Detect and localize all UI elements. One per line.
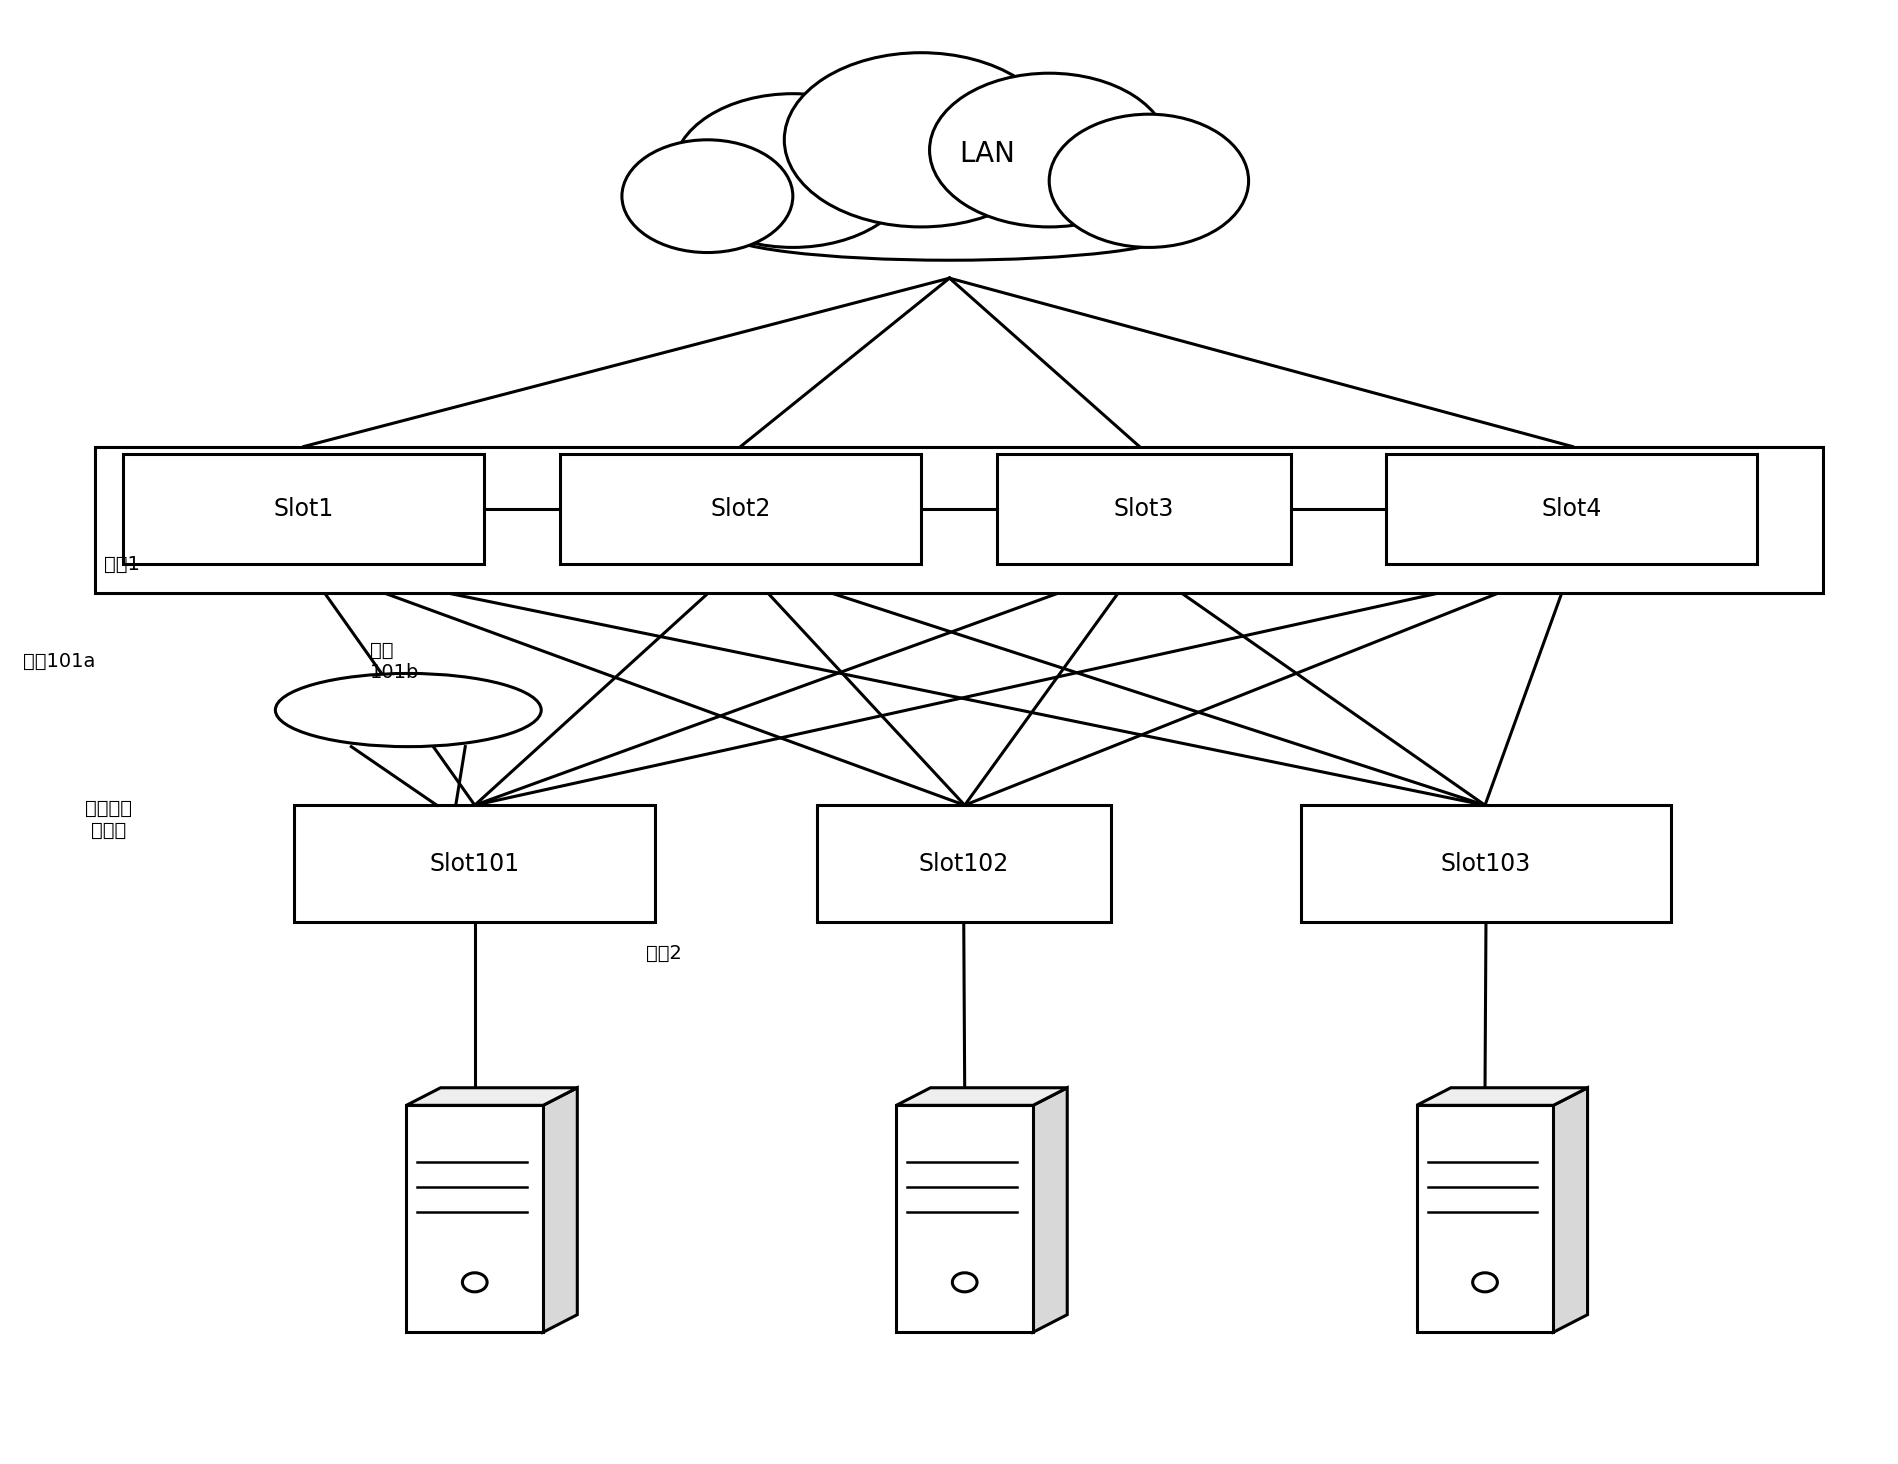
Text: Slot1: Slot1 xyxy=(273,496,334,521)
Text: Slot3: Slot3 xyxy=(1114,496,1173,521)
Text: LAN: LAN xyxy=(958,139,1015,168)
Polygon shape xyxy=(543,1088,577,1332)
Text: 端口1: 端口1 xyxy=(104,555,140,574)
Bar xyxy=(896,1105,1033,1332)
Bar xyxy=(1416,1105,1553,1332)
Text: Slot2: Slot2 xyxy=(710,496,771,521)
Ellipse shape xyxy=(784,53,1057,227)
Text: 端口
101b: 端口 101b xyxy=(370,641,419,682)
Text: 本地聚合
组端口: 本地聚合 组端口 xyxy=(85,799,133,840)
Bar xyxy=(560,454,921,564)
Bar xyxy=(816,805,1110,922)
Ellipse shape xyxy=(672,94,911,247)
Polygon shape xyxy=(1553,1088,1587,1332)
Polygon shape xyxy=(406,1088,577,1105)
Text: Slot101: Slot101 xyxy=(429,852,520,875)
Text: 端口2: 端口2 xyxy=(645,944,681,963)
Ellipse shape xyxy=(275,673,541,747)
Text: Slot103: Slot103 xyxy=(1441,852,1530,875)
Ellipse shape xyxy=(721,203,1177,261)
Text: Slot102: Slot102 xyxy=(919,852,1008,875)
Text: Slot4: Slot4 xyxy=(1541,496,1600,521)
Bar xyxy=(294,805,655,922)
Circle shape xyxy=(953,1272,977,1291)
Polygon shape xyxy=(1416,1088,1587,1105)
Bar xyxy=(1386,454,1756,564)
Bar xyxy=(406,1105,543,1332)
Ellipse shape xyxy=(930,73,1167,227)
Polygon shape xyxy=(896,1088,1067,1105)
Ellipse shape xyxy=(1048,114,1249,247)
Bar xyxy=(996,454,1291,564)
Circle shape xyxy=(1473,1272,1498,1291)
Text: 端口101a: 端口101a xyxy=(23,653,95,671)
Bar xyxy=(1300,805,1670,922)
Circle shape xyxy=(463,1272,486,1291)
Bar xyxy=(123,454,484,564)
Polygon shape xyxy=(1033,1088,1067,1332)
Ellipse shape xyxy=(623,139,793,252)
Bar xyxy=(95,447,1822,593)
